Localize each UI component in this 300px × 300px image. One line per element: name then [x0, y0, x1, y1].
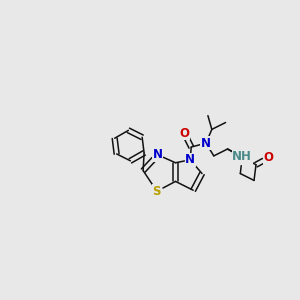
Text: O: O: [179, 127, 189, 140]
Text: S: S: [153, 185, 161, 198]
Text: N: N: [153, 148, 163, 161]
Text: O: O: [264, 152, 274, 164]
Text: NH: NH: [232, 150, 252, 164]
Text: N: N: [185, 153, 195, 166]
Text: N: N: [201, 136, 211, 150]
